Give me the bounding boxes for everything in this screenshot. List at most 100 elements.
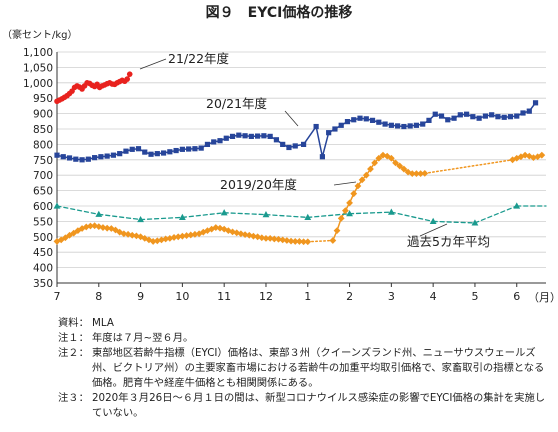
series-label-s2021: 20/21年度 bbox=[206, 96, 268, 111]
point-diamond bbox=[99, 224, 107, 231]
point-triangle bbox=[95, 210, 103, 217]
x-tick-label: 11 bbox=[217, 290, 231, 303]
point-diamond bbox=[145, 236, 153, 244]
point-square bbox=[520, 110, 526, 116]
y-tick-label: 800 bbox=[33, 139, 53, 151]
point-square bbox=[198, 145, 204, 151]
point-diamond bbox=[149, 238, 157, 245]
x-tick-label: 3 bbox=[388, 290, 395, 303]
note-2: 注２： 東部地区若齢牛指標（EYCI）価格は、東部３州（クイーンズランド州、ニュ… bbox=[58, 346, 553, 391]
point-square bbox=[476, 115, 482, 121]
series-markers bbox=[53, 71, 546, 246]
note-label: 注２： bbox=[58, 347, 89, 359]
point-square bbox=[54, 152, 60, 158]
y-tick-label: 600 bbox=[33, 201, 53, 213]
series-lines bbox=[56, 73, 547, 243]
point-triangle bbox=[513, 202, 521, 209]
point-diamond bbox=[400, 165, 408, 173]
note-label: 注１： bbox=[58, 332, 89, 344]
point-diamond bbox=[509, 156, 516, 164]
point-square bbox=[211, 139, 217, 145]
point-diamond bbox=[387, 154, 395, 162]
point-diamond bbox=[396, 162, 404, 170]
point-diamond bbox=[521, 151, 529, 159]
point-square bbox=[66, 155, 73, 161]
point-square bbox=[280, 141, 286, 147]
point-square bbox=[192, 146, 198, 152]
callout-leader bbox=[284, 110, 299, 127]
point-diamond bbox=[216, 224, 224, 232]
point-square bbox=[236, 132, 242, 138]
y-tick-label: 1,050 bbox=[23, 62, 53, 74]
point-square bbox=[451, 115, 457, 121]
point-square bbox=[255, 133, 261, 139]
point-diamond bbox=[170, 234, 178, 241]
point-square bbox=[514, 113, 520, 119]
point-square bbox=[363, 116, 369, 122]
point-diamond bbox=[208, 225, 216, 233]
note-3: 注３： 2020年３月26日～６月１日の間は、新型コロナウイルス感染症の影響でE… bbox=[58, 391, 553, 421]
point-diamond bbox=[258, 234, 266, 242]
series-segment bbox=[223, 212, 267, 216]
point-square bbox=[60, 154, 66, 160]
point-square bbox=[186, 146, 192, 152]
point-diamond bbox=[107, 225, 115, 232]
point-square bbox=[426, 117, 432, 123]
series-segment bbox=[348, 211, 393, 215]
point-square bbox=[482, 113, 488, 119]
point-square bbox=[401, 123, 407, 130]
point-diamond bbox=[270, 235, 278, 243]
point-square bbox=[79, 157, 85, 163]
point-square bbox=[351, 117, 357, 123]
point-diamond bbox=[337, 214, 345, 222]
series-segment bbox=[139, 216, 184, 221]
point-square bbox=[160, 150, 167, 156]
note-label: 注３： bbox=[58, 392, 89, 404]
point-triangle bbox=[137, 215, 144, 223]
point-square bbox=[395, 123, 401, 129]
point-square bbox=[223, 135, 229, 141]
point-square bbox=[85, 156, 91, 162]
x-tick-label: 8 bbox=[95, 290, 102, 303]
point-diamond bbox=[237, 230, 245, 238]
point-diamond bbox=[74, 227, 82, 235]
point-square bbox=[489, 112, 495, 118]
callout-leader bbox=[139, 58, 167, 70]
point-diamond bbox=[191, 230, 199, 238]
point-square bbox=[369, 117, 376, 123]
point-square bbox=[357, 115, 363, 121]
point-diamond bbox=[362, 171, 370, 179]
point-square bbox=[382, 121, 388, 127]
x-tick-label: 5 bbox=[471, 290, 478, 303]
series-segment bbox=[432, 220, 476, 224]
point-square bbox=[292, 143, 298, 149]
point-diamond bbox=[354, 182, 362, 190]
point-diamond bbox=[417, 170, 425, 178]
point-triangle bbox=[220, 209, 228, 216]
y-tick-label: 550 bbox=[33, 216, 53, 228]
note-text: MLA bbox=[92, 317, 114, 329]
point-triangle bbox=[471, 219, 479, 226]
point-diamond bbox=[128, 231, 136, 239]
point-square bbox=[179, 146, 185, 152]
series-label-avg5: 過去5カ年平均 bbox=[407, 234, 490, 249]
point-square bbox=[319, 154, 325, 160]
y-axis-unit: （豪セント/kg） bbox=[2, 28, 78, 41]
x-tick-label: 6 bbox=[513, 290, 520, 303]
grid-lines bbox=[57, 51, 546, 284]
point-diamond bbox=[421, 169, 429, 177]
y-tick-label: 450 bbox=[33, 247, 53, 259]
point-diamond bbox=[538, 151, 546, 159]
point-diamond bbox=[350, 190, 358, 198]
point-diamond bbox=[229, 228, 236, 236]
point-triangle bbox=[262, 211, 270, 218]
point-diamond bbox=[212, 224, 220, 231]
point-square bbox=[463, 111, 470, 117]
point-diamond bbox=[141, 234, 149, 242]
point-diamond bbox=[346, 199, 353, 207]
point-square bbox=[154, 151, 160, 157]
point-square bbox=[104, 153, 110, 159]
point-diamond bbox=[87, 222, 94, 230]
callout-leader bbox=[333, 181, 357, 186]
point-diamond bbox=[233, 229, 241, 237]
